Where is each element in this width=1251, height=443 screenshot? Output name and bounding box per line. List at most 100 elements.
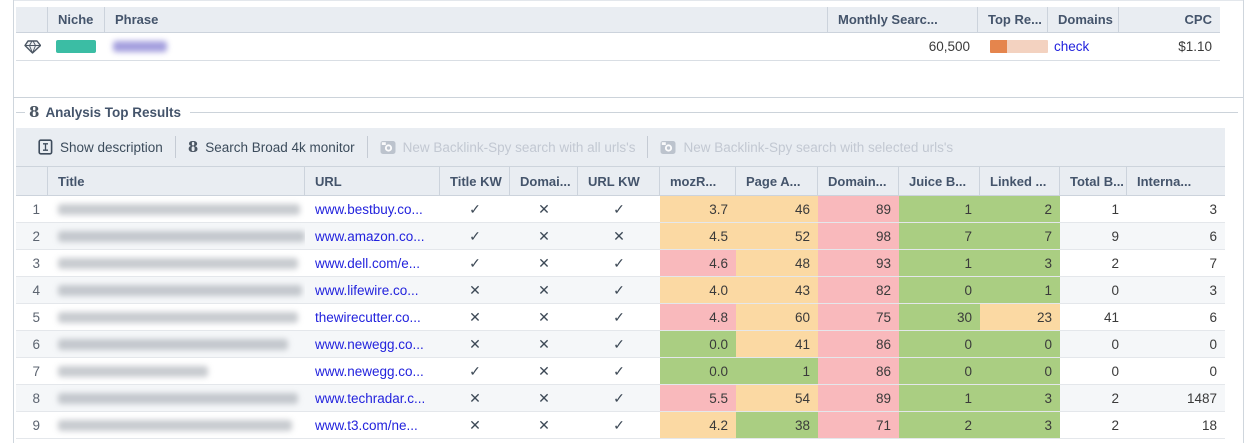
url-kw-flag: ✓ <box>613 416 625 433</box>
domains-check-link[interactable]: check <box>1054 39 1090 54</box>
row-number: 9 <box>32 417 40 433</box>
table-row[interactable]: 7 www.newegg.co... ✓ ✕ ✓ 0.0 1 86 0 0 0 <box>16 358 1225 385</box>
internal-cell: 0 <box>1209 336 1217 352</box>
table-row[interactable]: 4 www.lifewire.co... ✕ ✕ ✓ 4.0 43 82 0 1 <box>16 277 1225 304</box>
internal-cell: 3 <box>1209 201 1217 217</box>
result-url-cell: www.bestbuy.co... <box>305 196 440 222</box>
header-page-authority[interactable]: Page A... <box>736 167 818 195</box>
button-label: Show description <box>60 139 163 155</box>
page-authority-cell: 46 <box>736 196 818 222</box>
domain-kw-flag: ✕ <box>538 362 550 379</box>
title-text-redacted <box>58 338 288 350</box>
title-text-redacted <box>58 203 300 215</box>
keyword-header-phrase[interactable]: Phrase <box>105 7 828 32</box>
backlink-spy-icon <box>660 140 676 154</box>
title-kw-flag: ✕ <box>469 308 481 325</box>
header-internal[interactable]: Interna... <box>1137 173 1192 189</box>
page-authority-cell: 43 <box>736 277 818 303</box>
backlink-spy-all-urls-button[interactable]: New Backlink-Spy search with all urls's <box>368 128 648 166</box>
title-kw-flag: ✕ <box>469 281 481 298</box>
table-row[interactable]: 9 www.t3.com/ne... ✕ ✕ ✓ 4.2 38 71 2 3 2 <box>16 412 1225 439</box>
keyword-header-niche[interactable]: Niche <box>48 7 105 32</box>
url-kw-flag: ✓ <box>613 389 625 406</box>
title-kw-flag: ✓ <box>469 362 481 379</box>
show-description-button[interactable]: Show description <box>26 128 175 166</box>
title-text-redacted <box>58 365 208 377</box>
linked-cell: 3 <box>980 250 1060 276</box>
table-row[interactable]: 6 www.newegg.co... ✕ ✕ ✓ 0.0 41 86 0 0 0 <box>16 331 1225 358</box>
header-domain-authority[interactable]: Domain... <box>818 167 899 195</box>
header-url[interactable]: URL <box>305 167 440 195</box>
title-text-redacted <box>58 284 302 296</box>
header-url-kw[interactable]: URL KW <box>578 167 660 195</box>
domain-authority-cell: 82 <box>818 277 899 303</box>
internal-cell: 1487 <box>1186 390 1217 406</box>
header-total-backlinks[interactable]: Total B... <box>1060 167 1127 195</box>
legend-rule-left <box>16 112 25 113</box>
keyword-header-domains[interactable]: Domains <box>1048 7 1119 32</box>
result-url-link[interactable]: www.t3.com/ne... <box>315 417 418 433</box>
linked-cell: 1 <box>980 277 1060 303</box>
results-table-header: Title URL Title KW Domai... URL KW mozR.… <box>16 167 1225 196</box>
search-broad-monitor-button[interactable]: 8 Search Broad 4k monitor <box>176 128 367 166</box>
monthly-searches-value: 60,500 <box>928 39 970 54</box>
mozrank-cell: 4.5 <box>660 223 736 249</box>
niche-swatch-redacted <box>56 40 96 53</box>
button-label: Search Broad 4k monitor <box>205 139 355 155</box>
window-right-border <box>1243 0 1244 443</box>
domain-kw-flag: ✕ <box>538 227 550 244</box>
result-url-link[interactable]: www.dell.com/e... <box>315 255 421 271</box>
row-number: 2 <box>32 228 40 244</box>
table-row[interactable]: 2 www.amazon.co... ✓ ✕ ✕ 4.5 52 98 7 7 9 <box>16 223 1225 250</box>
keyword-header-top-results[interactable]: Top Re... <box>978 7 1048 32</box>
keyword-header-monthly-searches[interactable]: Monthly Searc... <box>828 7 978 32</box>
header-title[interactable]: Title <box>48 167 305 195</box>
linked-cell: 7 <box>980 223 1060 249</box>
mozrank-cell: 0.0 <box>660 358 736 384</box>
header-mozrank[interactable]: mozR... <box>660 167 736 195</box>
keyword-header-icon-col[interactable] <box>16 7 48 32</box>
domain-kw-flag: ✕ <box>538 308 550 325</box>
result-title-redacted <box>48 196 305 222</box>
result-url-link[interactable]: www.amazon.co... <box>315 228 425 244</box>
result-url-link[interactable]: www.newegg.co... <box>315 363 424 379</box>
result-title-redacted <box>48 223 305 249</box>
keyword-table-header: Niche Phrase Monthly Searc... Top Re... … <box>16 7 1220 33</box>
result-url-link[interactable]: www.lifewire.co... <box>315 282 419 298</box>
header-row-number[interactable] <box>16 167 48 195</box>
total-backlinks-cell: 0 <box>1111 363 1119 379</box>
result-url-link[interactable]: www.techradar.c... <box>315 390 426 406</box>
linked-cell: 23 <box>980 304 1060 330</box>
url-kw-flag: ✓ <box>613 362 625 379</box>
header-title-kw[interactable]: Title KW <box>440 167 510 195</box>
mozrank-cell: 4.8 <box>660 304 736 330</box>
header-linked[interactable]: Linked ... <box>980 167 1060 195</box>
juice-backlinks-cell: 1 <box>899 196 980 222</box>
cpc-value: $1.10 <box>1178 39 1212 54</box>
pane-separator <box>13 97 1243 98</box>
backlink-spy-icon <box>380 140 396 154</box>
title-kw-flag: ✕ <box>469 335 481 352</box>
button-label: New Backlink-Spy search with selected ur… <box>683 139 954 155</box>
table-row[interactable]: 1 www.bestbuy.co... ✓ ✕ ✓ 3.7 46 89 1 2 … <box>16 196 1225 223</box>
keyword-header-cpc[interactable]: CPC <box>1184 12 1212 27</box>
result-url-link[interactable]: thewirecutter.co... <box>315 309 421 325</box>
table-row[interactable]: 5 thewirecutter.co... ✕ ✕ ✓ 4.8 60 75 30… <box>16 304 1225 331</box>
table-row[interactable]: 8 www.techradar.c... ✕ ✕ ✓ 5.5 54 89 1 3 <box>16 385 1225 412</box>
top-results-bar-fill <box>990 40 1007 53</box>
backlink-spy-selected-urls-button[interactable]: New Backlink-Spy search with selected ur… <box>648 128 965 166</box>
juice-backlinks-cell: 1 <box>899 385 980 411</box>
top-results-bar <box>990 40 1048 53</box>
result-url-cell: thewirecutter.co... <box>305 304 440 330</box>
result-url-cell: www.lifewire.co... <box>305 277 440 303</box>
result-url-link[interactable]: www.bestbuy.co... <box>315 201 423 217</box>
juice-backlinks-cell: 7 <box>899 223 980 249</box>
header-juice-backlinks[interactable]: Juice B... <box>899 167 980 195</box>
linked-cell: 3 <box>980 385 1060 411</box>
mozrank-cell: 0.0 <box>660 331 736 357</box>
mozrank-cell: 4.0 <box>660 277 736 303</box>
header-domain-kw[interactable]: Domai... <box>510 167 578 195</box>
result-url-link[interactable]: www.newegg.co... <box>315 336 424 352</box>
table-row[interactable]: 3 www.dell.com/e... ✓ ✕ ✓ 4.6 48 93 1 3 … <box>16 250 1225 277</box>
